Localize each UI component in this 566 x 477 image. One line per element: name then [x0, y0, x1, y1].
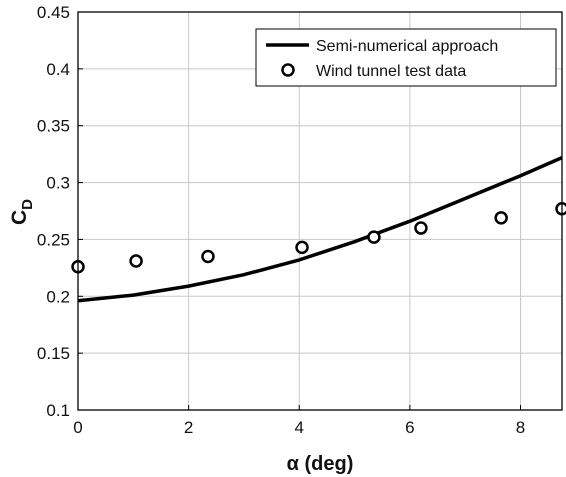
x-tick-label: 0 [73, 418, 82, 437]
y-axis-ticks: 0.1 0.15 0.2 0.25 0.3 0.35 0.4 0.45 [37, 3, 83, 420]
legend-box [255, 28, 557, 87]
y-tick-label: 0.4 [46, 60, 70, 79]
plot-frame [77, 11, 563, 411]
y-tick-label: 0.1 [46, 401, 70, 420]
data-point-wind-tunnel [129, 254, 143, 268]
data-point-wind-tunnel [201, 249, 215, 264]
y-tick-label: 0.25 [37, 230, 70, 249]
data-point-wind-tunnel [367, 230, 381, 244]
data-point-wind-tunnel [494, 211, 508, 225]
y-tick-label: 0.45 [37, 3, 70, 22]
y-axis-label-main: C [8, 210, 31, 225]
y-tick-label: 0.35 [37, 117, 70, 136]
y-tick-label: 0.3 [46, 174, 70, 193]
data-point-wind-tunnel [414, 221, 428, 235]
data-point-wind-tunnel [555, 201, 566, 216]
x-axis-ticks: 0 2 4 6 8 [73, 405, 525, 437]
data-point-wind-tunnel [295, 240, 309, 255]
series-layer [71, 155, 566, 303]
legend-entry-semi-numerical: Semi-numerical approach [316, 38, 498, 55]
legend: Semi-numerical approach Wind tunnel test… [255, 28, 557, 87]
legend-entry-wind-tunnel: Wind tunnel test data [316, 63, 466, 80]
x-tick-label: 2 [184, 418, 193, 437]
y-axis-label-subscript: D [19, 199, 36, 210]
y-axis-label: CD [8, 199, 36, 225]
x-axis-label: α (deg) [287, 453, 354, 475]
x-tick-label: 4 [295, 418, 304, 437]
x-tick-label: 8 [516, 418, 525, 437]
y-tick-label: 0.15 [37, 344, 70, 363]
x-tick-label: 6 [405, 418, 414, 437]
series-line-semi-numerical [77, 155, 563, 303]
y-tick-label: 0.2 [46, 287, 70, 306]
legend-marker-swatch [281, 63, 295, 77]
